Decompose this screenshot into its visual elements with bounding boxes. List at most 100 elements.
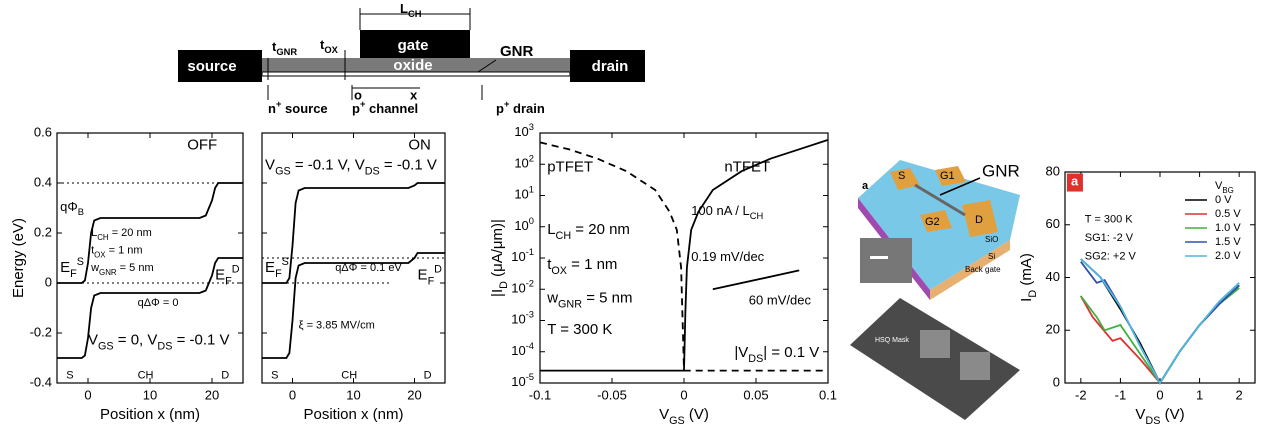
x-axis-label: Position x (nm) bbox=[100, 406, 200, 423]
text-run: qΔΦ = 0 bbox=[138, 297, 179, 309]
text-run: 100 nA / L bbox=[691, 203, 750, 218]
text-run: F bbox=[275, 268, 282, 280]
text-run: pTFET bbox=[547, 158, 593, 175]
gnr-pointer bbox=[477, 59, 497, 73]
y-tick-label: 20 bbox=[1046, 322, 1060, 337]
text-run: + bbox=[360, 99, 366, 109]
text-run: |I bbox=[489, 289, 506, 297]
tick-power: -2 bbox=[526, 279, 534, 289]
pad-label: G2 bbox=[925, 216, 940, 228]
text-run: I bbox=[1018, 298, 1035, 302]
y-tick-label: 10-3 bbox=[511, 310, 534, 327]
text-run: |V bbox=[734, 344, 748, 361]
ribbon bbox=[914, 183, 966, 217]
text-run: E bbox=[60, 259, 70, 276]
text-run: V bbox=[659, 406, 669, 423]
pad-label: D bbox=[975, 214, 983, 226]
tick-power: -5 bbox=[526, 372, 534, 382]
x-tick-label: -2 bbox=[1075, 387, 1087, 402]
tick-power: 3 bbox=[529, 122, 534, 132]
source-block bbox=[178, 50, 262, 82]
legend-label: 0 V bbox=[1215, 194, 1232, 206]
tick-power: -3 bbox=[526, 310, 534, 320]
text-run: + bbox=[276, 99, 282, 109]
annotation: nTFET bbox=[724, 158, 770, 175]
text-run: D bbox=[1027, 290, 1039, 298]
source-label: source bbox=[187, 58, 236, 75]
text-run: w bbox=[90, 262, 99, 274]
text-run: L bbox=[547, 221, 555, 238]
y-tick-label: 0 bbox=[1053, 374, 1060, 389]
text-run: V bbox=[265, 156, 275, 173]
text-run: L bbox=[91, 227, 97, 239]
text-run: nTFET bbox=[724, 158, 770, 175]
tick-power: -1 bbox=[526, 247, 534, 257]
x-tick-label: 0.1 bbox=[819, 387, 837, 402]
annotation: EFD bbox=[418, 263, 443, 287]
tick-power: 1 bbox=[529, 185, 534, 195]
series-line bbox=[539, 141, 828, 372]
x-tick-label: -0.05 bbox=[597, 387, 627, 402]
y-tick-label: 80 bbox=[1046, 163, 1060, 178]
text-run: D bbox=[434, 263, 442, 275]
series-line bbox=[712, 269, 800, 291]
annotation: LCH = 20 nm bbox=[91, 227, 152, 242]
legend-label: 2.0 V bbox=[1215, 250, 1241, 262]
y-tick-label: 103 bbox=[514, 122, 534, 139]
annotation: VGS = -0.1 V, VDS = -0.1 V bbox=[265, 156, 437, 177]
text-run: D bbox=[232, 263, 240, 275]
series-line bbox=[1080, 261, 1240, 385]
gate-label: gate bbox=[398, 37, 429, 54]
sem-pad bbox=[920, 330, 950, 358]
annotation: ON bbox=[408, 136, 431, 153]
text-run: = -0.1 V, V bbox=[291, 156, 365, 173]
tick-power: -4 bbox=[526, 341, 534, 351]
annotation: EFS bbox=[60, 256, 84, 280]
diagram-label: n+ source bbox=[268, 99, 328, 116]
text-run: = 20 nm bbox=[109, 227, 152, 239]
text-run: (mA) bbox=[1018, 253, 1035, 290]
annotation: T = 300 K bbox=[547, 321, 612, 338]
sem-pad bbox=[960, 352, 990, 380]
annotation: qΔΦ = 0.1 eV bbox=[335, 262, 402, 274]
tick-base: 10 bbox=[514, 156, 528, 171]
series-line bbox=[57, 257, 243, 359]
y-tick-label: -0.4 bbox=[30, 374, 52, 389]
text-run: t bbox=[547, 256, 552, 273]
legend-label: 1.0 V bbox=[1215, 222, 1241, 234]
diagram-label: p+ channel bbox=[352, 99, 418, 116]
text-run: drain bbox=[509, 101, 544, 116]
sem-image bbox=[850, 298, 1020, 420]
text-run: + bbox=[504, 99, 510, 109]
gnr-label: GNR bbox=[982, 161, 1020, 180]
text-run: t bbox=[320, 37, 325, 52]
text-run: = 5 nm bbox=[117, 262, 154, 274]
annotation: VGS = 0, VDS = -0.1 V bbox=[88, 331, 230, 352]
sem-inset bbox=[860, 238, 912, 283]
gate-block bbox=[360, 30, 470, 58]
text-run: GS bbox=[275, 165, 291, 177]
x-tick-label: 2 bbox=[1236, 387, 1243, 402]
text-run: (V) bbox=[685, 406, 709, 423]
series-line bbox=[1080, 258, 1240, 385]
y-tick-label: 10-5 bbox=[511, 372, 534, 389]
y-tick-label: 100 bbox=[514, 216, 534, 233]
tick-base: 10 bbox=[511, 312, 525, 327]
text-run: V bbox=[1135, 406, 1145, 423]
text-run: (V) bbox=[1160, 406, 1184, 423]
annotation: tOX = 1 nm bbox=[547, 256, 617, 277]
diagram-label: tGNR bbox=[272, 39, 297, 57]
series-line bbox=[1080, 258, 1240, 385]
text-run: BG bbox=[1222, 186, 1233, 195]
pad bbox=[962, 200, 998, 237]
diagram-label: p+ drain bbox=[496, 99, 545, 116]
text-run: OX bbox=[94, 250, 106, 259]
annotation: D bbox=[221, 369, 229, 381]
tick-base: 10 bbox=[514, 218, 528, 233]
text-run: = 0, V bbox=[114, 331, 158, 348]
text-run: t bbox=[272, 39, 277, 54]
text-run: D bbox=[424, 369, 432, 381]
x-tick-label: 0 bbox=[1156, 387, 1163, 402]
panel-label: a bbox=[862, 180, 869, 192]
